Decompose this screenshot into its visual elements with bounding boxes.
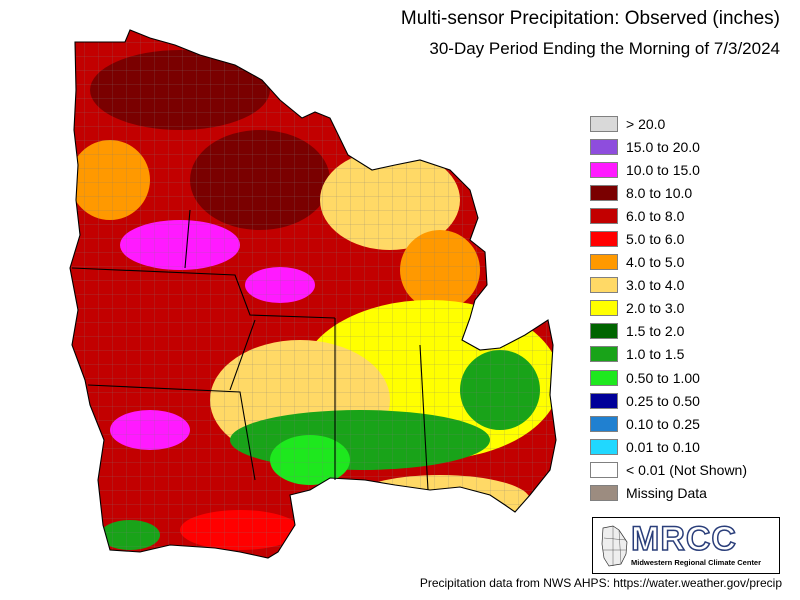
mrcc-logo: MRCC Midwestern Regional Climate Center [592, 517, 780, 574]
state-boundaries [69, 29, 557, 559]
legend-item: 1.0 to 1.5 [590, 343, 790, 366]
legend-item: 5.0 to 6.0 [590, 227, 790, 250]
legend-label: 10.0 to 15.0 [626, 161, 700, 178]
legend-swatch [590, 207, 618, 224]
legend-swatch [590, 184, 618, 201]
legend-swatch [590, 485, 618, 502]
legend-item: 2.0 to 3.0 [590, 297, 790, 320]
legend-swatch [590, 415, 618, 432]
legend-item: 4.0 to 5.0 [590, 251, 790, 274]
legend-swatch [590, 392, 618, 409]
logo-acronym: MRCC [630, 519, 737, 559]
legend-swatch [590, 138, 618, 155]
legend-label: 0.10 to 0.25 [626, 415, 700, 432]
data-source-footer: Precipitation data from NWS AHPS: https:… [419, 576, 782, 590]
legend-label: 15.0 to 20.0 [626, 138, 700, 155]
legend-label: > 20.0 [626, 115, 666, 132]
map-title: Multi-sensor Precipitation: Observed (in… [400, 8, 780, 29]
legend-item: 0.10 to 0.25 [590, 412, 790, 435]
legend-swatch [590, 461, 618, 478]
legend-label: < 0.01 (Not Shown) [626, 461, 748, 478]
legend-label: 2.0 to 3.0 [626, 300, 685, 317]
legend-item: > 20.0 [590, 112, 790, 135]
legend-swatch [590, 161, 618, 178]
legend-item: Missing Data [590, 482, 790, 505]
legend-swatch [590, 300, 618, 317]
legend-label: 0.25 to 0.50 [626, 392, 700, 409]
legend-label: 0.01 to 0.10 [626, 438, 700, 455]
legend-swatch [590, 438, 618, 455]
legend-swatch [590, 277, 618, 294]
legend-item: 8.0 to 10.0 [590, 181, 790, 204]
legend-item: < 0.01 (Not Shown) [590, 458, 790, 481]
legend-item: 0.25 to 0.50 [590, 389, 790, 412]
legend-swatch [590, 323, 618, 340]
legend-label: 0.50 to 1.00 [626, 369, 700, 386]
legend-label: 6.0 to 8.0 [626, 207, 685, 224]
legend-item: 3.0 to 4.0 [590, 274, 790, 297]
legend-item: 0.50 to 1.00 [590, 366, 790, 389]
legend-swatch [590, 369, 618, 386]
legend-label: 1.0 to 1.5 [626, 346, 685, 363]
legend-item: 6.0 to 8.0 [590, 204, 790, 227]
legend-item: 10.0 to 15.0 [590, 158, 790, 181]
logo-name: Midwestern Regional Climate Center [631, 558, 762, 567]
legend-label: 1.5 to 2.0 [626, 323, 685, 340]
legend-label: Missing Data [626, 485, 707, 502]
legend-label: 8.0 to 10.0 [626, 184, 693, 201]
legend-swatch [590, 231, 618, 248]
legend-swatch [590, 254, 618, 271]
legend-label: 4.0 to 5.0 [626, 254, 685, 271]
logo-map-icon [601, 525, 628, 567]
legend-item: 15.0 to 20.0 [590, 135, 790, 158]
legend-swatch [590, 115, 618, 132]
legend-label: 5.0 to 6.0 [626, 231, 685, 248]
legend-swatch [590, 346, 618, 363]
map-subtitle: 30-Day Period Ending the Morning of 7/3/… [429, 39, 780, 58]
legend-label: 3.0 to 4.0 [626, 277, 685, 294]
precipitation-legend: > 20.0 15.0 to 20.0 10.0 to 15.0 8.0 to 10.… [590, 112, 790, 505]
legend-item: 0.01 to 0.10 [590, 435, 790, 458]
legend-item: 1.5 to 2.0 [590, 320, 790, 343]
